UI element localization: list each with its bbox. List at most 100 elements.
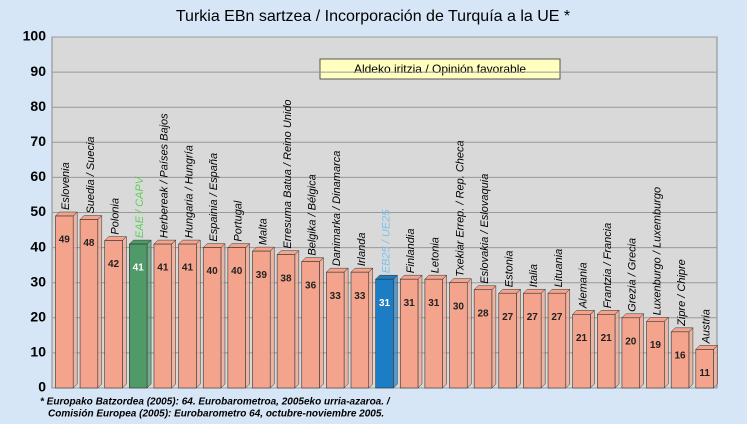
bar-top	[399, 274, 423, 280]
bar	[227, 247, 246, 389]
bar-side	[417, 274, 423, 389]
bar	[178, 243, 197, 389]
footnote: * Europako Batzordea (2005): 64. Eurobar…	[40, 397, 391, 408]
bar-top	[177, 239, 201, 245]
bar-side	[467, 278, 472, 389]
bar-top	[572, 310, 596, 315]
bar-top	[79, 215, 103, 220]
y-tick-label: 80	[30, 98, 46, 114]
bar	[424, 278, 443, 389]
bar-side	[713, 344, 718, 389]
bar-side	[171, 239, 176, 389]
data-label: 11	[699, 368, 710, 379]
bar	[79, 219, 99, 389]
x-tick-label: Malta	[257, 218, 269, 245]
data-label: 42	[108, 259, 120, 270]
data-label: 20	[625, 336, 637, 347]
bar-top	[670, 327, 694, 333]
bar-side	[343, 267, 349, 389]
bar	[129, 243, 148, 389]
y-tick-label: 90	[30, 63, 46, 79]
bar-top	[448, 278, 472, 283]
bar	[547, 292, 567, 389]
bar	[276, 254, 296, 389]
bar-side	[639, 313, 644, 389]
data-label: 27	[551, 312, 563, 323]
bar	[596, 313, 616, 389]
x-tick-label: Danimarka / Dinamarca	[331, 151, 343, 267]
bar-top	[251, 246, 275, 252]
bar-side	[269, 246, 275, 389]
x-tick-label: Eslovakia / Eslovaquia	[479, 174, 491, 284]
y-tick-label: 0	[38, 379, 46, 395]
bar-side	[442, 274, 447, 389]
x-tick-label: Letonia	[430, 237, 442, 273]
bar	[301, 261, 320, 389]
bar-top	[424, 274, 448, 280]
bar	[350, 271, 370, 389]
bar-side	[491, 285, 497, 389]
x-tick-label: Finlandia	[405, 229, 417, 274]
bar	[399, 278, 419, 389]
bar-side	[97, 214, 103, 389]
bar-side	[393, 274, 398, 389]
bar-side	[294, 250, 300, 389]
data-label: 48	[83, 238, 95, 249]
x-tick-label: Polonia	[109, 198, 121, 235]
bar-top	[498, 288, 522, 294]
bar	[153, 243, 172, 389]
bar-top	[350, 267, 374, 273]
chart-title: Turkia EBn sartzea / Incorporación de Tu…	[176, 8, 570, 25]
bar-side	[590, 309, 595, 389]
x-tick-label: Herbereak / Países Bajos	[159, 113, 171, 238]
bar-top	[621, 313, 645, 319]
bar-top	[153, 239, 177, 245]
data-label: 21	[601, 333, 613, 344]
bar	[695, 349, 714, 389]
x-tick-label: Portugal	[233, 200, 245, 242]
bar-side	[146, 239, 152, 389]
bar-top	[695, 345, 719, 350]
bar-side	[565, 288, 571, 389]
x-tick-label: Hungaria / Hungría	[183, 145, 195, 238]
data-label: 16	[674, 350, 686, 361]
data-label: 21	[576, 333, 588, 344]
bar-top	[375, 274, 398, 280]
data-label: 28	[477, 308, 489, 319]
bar	[646, 321, 665, 389]
x-tick-label: Belgika / Bélgica	[307, 174, 319, 255]
bar-top	[473, 285, 497, 290]
data-label: 40	[207, 266, 219, 277]
bar-side	[196, 239, 201, 389]
bar-side	[220, 242, 226, 389]
bar-top	[522, 288, 546, 294]
y-tick-label: 40	[30, 238, 46, 254]
bar	[252, 250, 271, 389]
bar	[621, 317, 640, 389]
bar	[473, 289, 493, 389]
bar	[55, 215, 74, 389]
data-label: 19	[650, 340, 662, 351]
data-label: 31	[428, 298, 440, 309]
data-label: 49	[59, 235, 71, 246]
legend-text: Aldeko iritzia / Opinión favorable	[354, 62, 526, 76]
x-tick-label: Luxenburgo / Luxemburgo	[651, 187, 663, 315]
bar	[326, 271, 345, 389]
bar-side	[319, 257, 324, 389]
x-tick-label: Lituania	[553, 249, 565, 288]
bar	[498, 292, 517, 389]
y-tick-label: 60	[30, 168, 46, 184]
bar-top	[104, 236, 128, 241]
data-label: 36	[305, 280, 317, 291]
x-tick-label: Zipre / Chipre	[676, 259, 688, 327]
bar-side	[540, 288, 546, 389]
x-tick-label: Frantzia / Francia	[602, 223, 614, 309]
x-tick-label: EB25 / UE25	[380, 209, 392, 273]
bar-side	[245, 242, 250, 389]
bar-side	[664, 316, 669, 389]
x-tick-label: Estonia	[504, 251, 516, 288]
data-label: 31	[404, 298, 416, 309]
data-label: 39	[256, 270, 268, 281]
footnote: Comisión Europea (2005): Eurobarometro 6…	[48, 409, 384, 420]
